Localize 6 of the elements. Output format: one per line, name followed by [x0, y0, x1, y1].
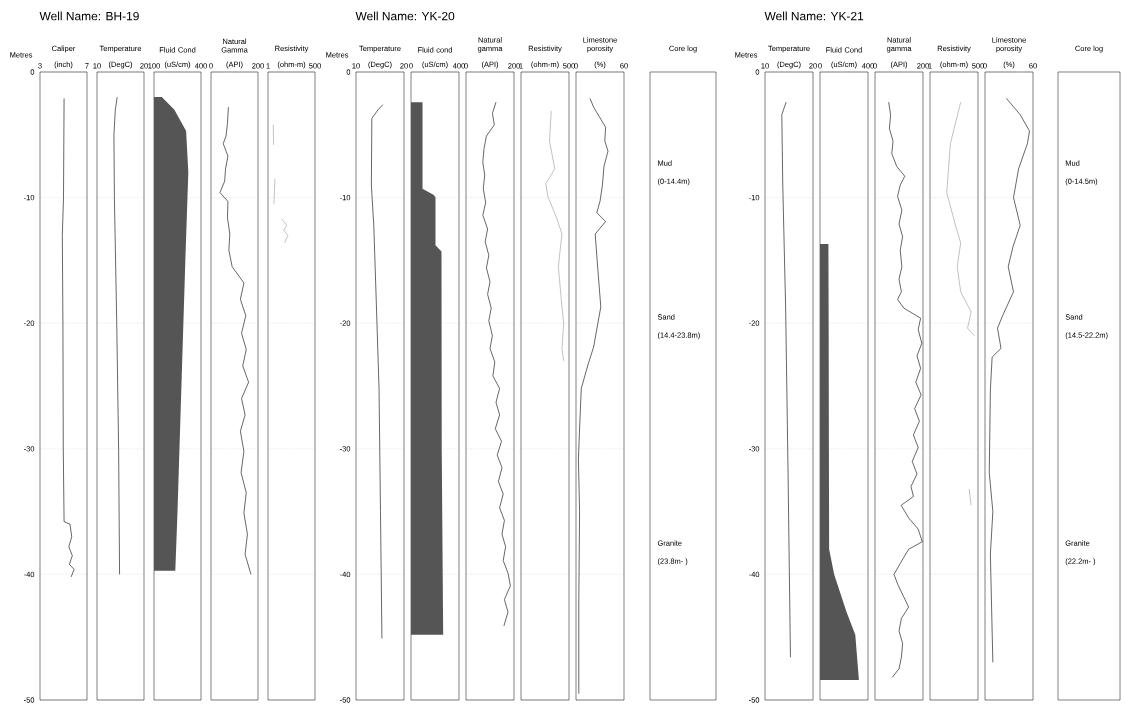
- line-series: [781, 101, 791, 658]
- chart-title: Well Name: BH-19: [39, 11, 139, 21]
- line-series: [371, 104, 384, 639]
- chart-title: Well Name: YK-21: [764, 11, 864, 21]
- chart-title: Well Name: YK-20: [355, 11, 455, 21]
- line-series: [62, 98, 75, 578]
